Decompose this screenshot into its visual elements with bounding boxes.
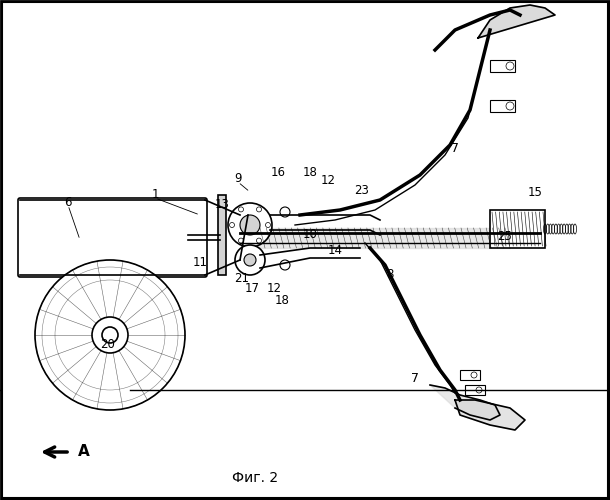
Circle shape [244,254,256,266]
Text: 7: 7 [451,142,459,154]
Circle shape [102,327,118,343]
Text: 25: 25 [498,230,512,243]
Polygon shape [478,5,555,38]
Circle shape [471,372,477,378]
Text: 7: 7 [411,372,419,384]
Text: 14: 14 [328,244,342,256]
Circle shape [265,222,270,228]
Bar [218,195,226,275]
Bar [465,385,485,395]
Bar [490,100,515,112]
Text: 18: 18 [303,166,317,178]
Text: 21: 21 [234,272,249,284]
Polygon shape [455,400,525,430]
Text: A: A [78,444,90,460]
Circle shape [256,238,262,243]
Circle shape [506,102,514,110]
Circle shape [256,207,262,212]
Circle shape [280,207,290,217]
Bar [490,210,545,248]
Polygon shape [430,385,500,420]
Text: 15: 15 [528,186,542,198]
Circle shape [228,203,272,247]
Text: Фиг. 2: Фиг. 2 [232,471,278,485]
Text: 12: 12 [267,282,281,294]
Text: 8: 8 [386,268,393,281]
Circle shape [235,245,265,275]
Bar [460,370,480,380]
Circle shape [239,238,243,243]
Circle shape [240,215,260,235]
Circle shape [239,207,243,212]
Text: 23: 23 [354,184,370,196]
Circle shape [280,260,290,270]
Text: 17: 17 [245,282,259,294]
Text: 1: 1 [151,188,159,202]
FancyBboxPatch shape [18,198,207,277]
Text: 13: 13 [215,198,229,211]
Text: 16: 16 [270,166,285,179]
Text: 20: 20 [101,338,115,351]
Circle shape [92,317,128,353]
Text: 12: 12 [320,174,336,186]
Circle shape [35,260,185,410]
Circle shape [476,387,482,393]
Text: 18: 18 [274,294,289,306]
Text: 11: 11 [193,256,207,268]
Circle shape [506,62,514,70]
Text: 10: 10 [303,228,317,241]
Bar [490,60,515,72]
Circle shape [229,222,234,228]
Text: 9: 9 [234,172,242,184]
Text: 6: 6 [64,196,72,208]
